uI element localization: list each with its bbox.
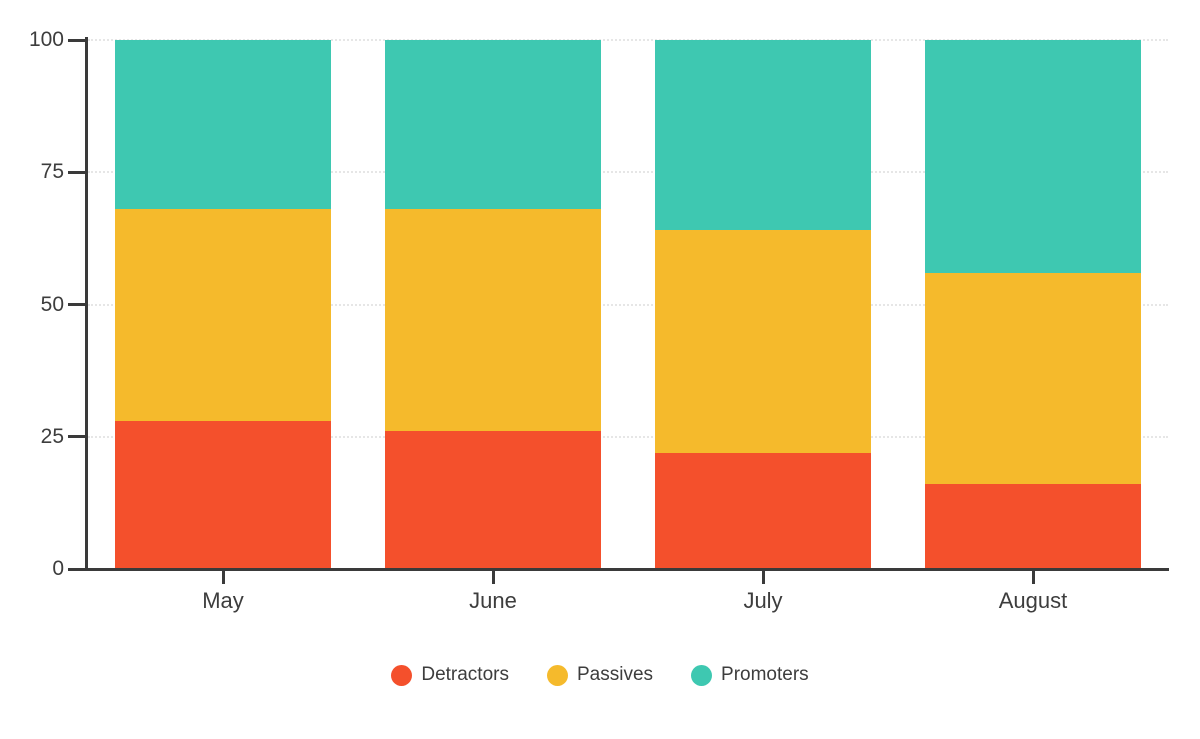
x-tick-mark-august	[1031, 571, 1035, 584]
bar-july-detractors	[655, 452, 871, 569]
x-tick-label-august: August	[998, 588, 1068, 613]
legend-dot-passives	[546, 664, 568, 686]
legend-item-passives[interactable]: Passives	[546, 664, 654, 686]
y-tick-label-100: 100	[28, 28, 64, 51]
y-tick-mark-50	[68, 303, 85, 306]
gridline-100	[88, 39, 1168, 41]
y-axis-line	[85, 37, 88, 571]
bar-july-promoters	[655, 40, 871, 231]
y-tick-mark-25	[68, 435, 85, 439]
x-axis-line	[85, 568, 1169, 571]
x-tick-mark-june	[491, 571, 495, 584]
y-tick-label-50: 50	[40, 292, 64, 316]
y-tick-mark-100	[68, 38, 85, 42]
gridline-50	[88, 303, 1168, 306]
legend-dot-detractors	[391, 664, 413, 686]
x-tick-mark-may	[221, 571, 225, 584]
bar-may-passives	[115, 209, 331, 421]
y-tick-label-25: 25	[40, 424, 64, 448]
bar-june-detractors	[385, 431, 601, 569]
x-tick-mark-july	[761, 571, 765, 584]
legend: Detractors Passives Promoters	[0, 660, 1200, 690]
gridline-25	[88, 435, 1168, 438]
bar-august-detractors	[925, 484, 1141, 569]
legend-item-promoters[interactable]: Promoters	[691, 664, 809, 686]
bar-may-detractors	[115, 420, 331, 569]
bar-august-promoters	[925, 40, 1141, 273]
bar-july-passives	[655, 230, 871, 453]
y-tick-mark-0	[68, 567, 85, 571]
legend-label-promoters: Promoters	[721, 664, 809, 685]
bar-august-passives	[925, 272, 1141, 485]
legend-label-passives: Passives	[576, 664, 654, 685]
y-tick-label-0: 0	[52, 557, 64, 580]
bar-may-promoters	[115, 40, 331, 210]
legend-item-detractors[interactable]: Detractors	[391, 664, 509, 686]
x-tick-label-july: July	[743, 588, 783, 613]
gridline-75	[88, 171, 1168, 174]
bar-june-passives	[385, 209, 601, 432]
x-tick-label-june: June	[469, 588, 517, 613]
bar-june-promoters	[385, 40, 601, 210]
y-tick-label-75: 75	[40, 160, 64, 184]
y-tick-mark-75	[68, 170, 85, 174]
legend-label-detractors: Detractors	[421, 664, 509, 685]
legend-dot-promoters	[691, 664, 713, 686]
x-tick-label-may: May	[202, 588, 244, 613]
